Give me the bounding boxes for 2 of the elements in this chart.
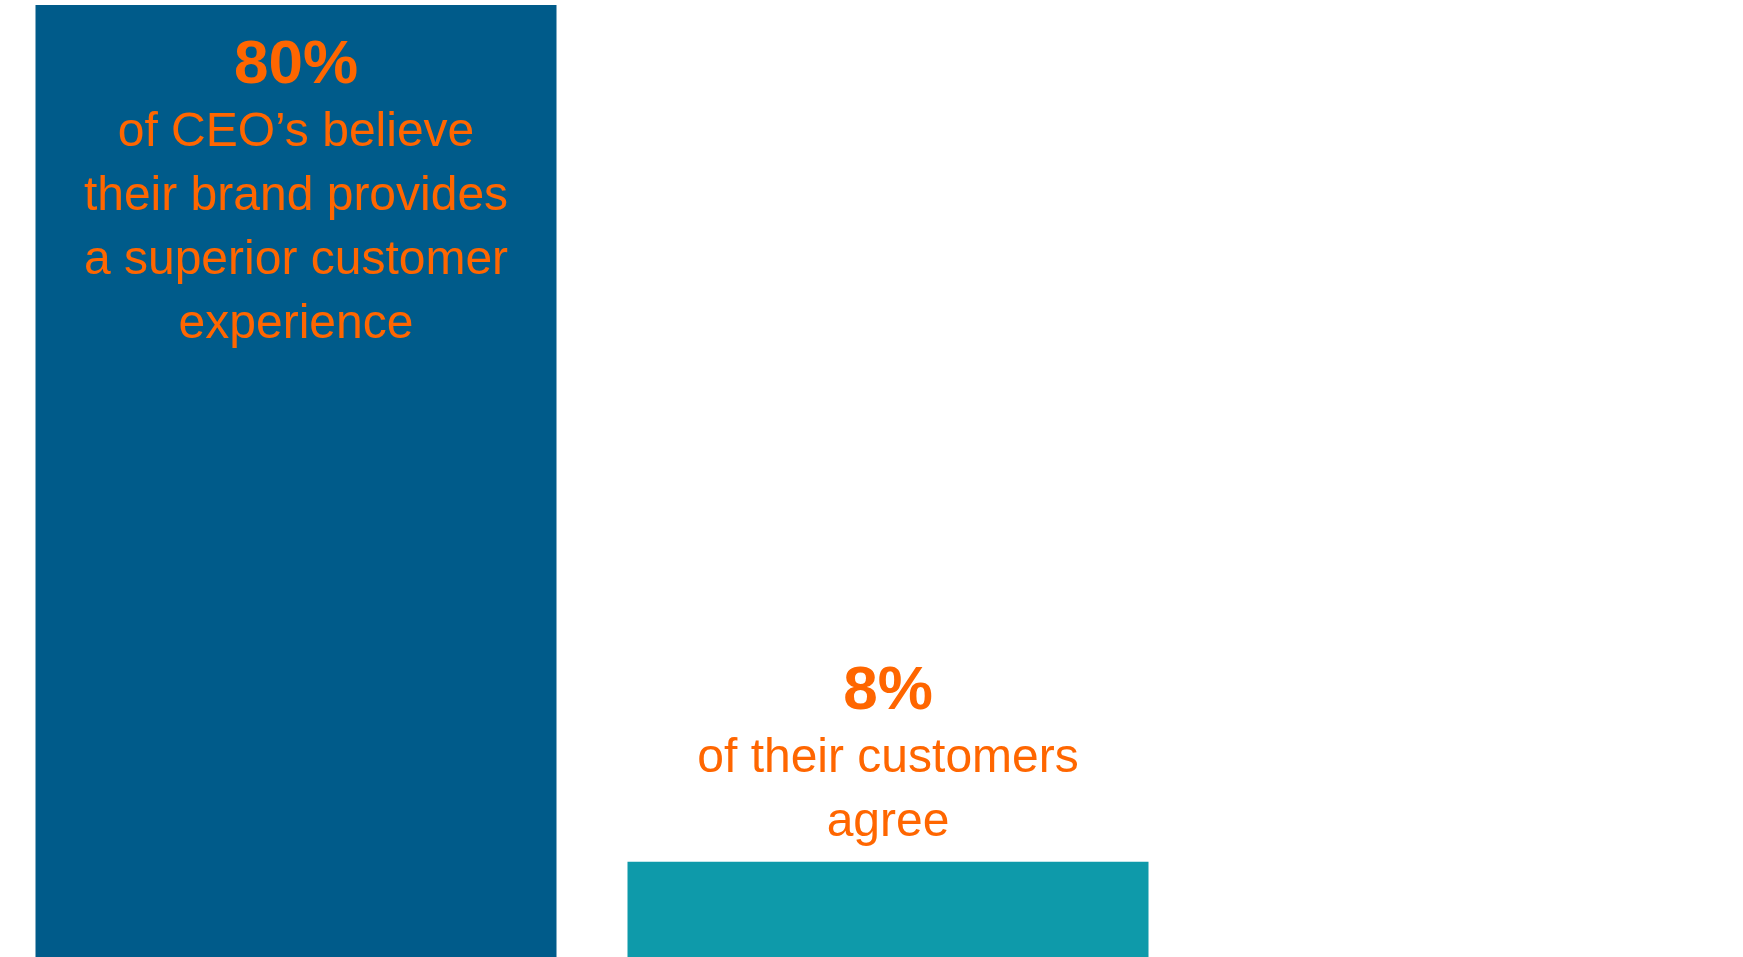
data-label: 8% of their customers agree — [697, 653, 1079, 847]
data-label: 80% of CEO’s believe their brand provides a superior customer experience — [83, 26, 509, 348]
